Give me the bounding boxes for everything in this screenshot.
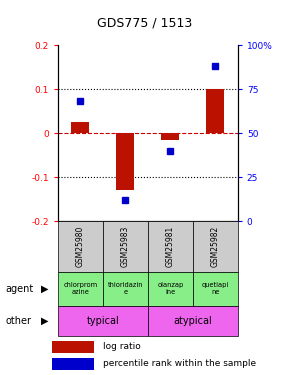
Text: ▶: ▶ xyxy=(41,284,49,294)
Bar xyxy=(193,272,238,306)
Text: other: other xyxy=(6,316,32,326)
Bar xyxy=(52,358,94,370)
Text: chlorprom
azine: chlorprom azine xyxy=(64,282,97,295)
Bar xyxy=(103,221,148,272)
Text: GSM25983: GSM25983 xyxy=(121,226,130,267)
Text: quetiapi
ne: quetiapi ne xyxy=(202,282,229,295)
Text: GDS775 / 1513: GDS775 / 1513 xyxy=(97,17,193,30)
Text: GSM25980: GSM25980 xyxy=(76,226,85,267)
Bar xyxy=(58,221,103,272)
Bar xyxy=(148,221,193,272)
Bar xyxy=(52,341,94,352)
Text: olanzap
ine: olanzap ine xyxy=(157,282,184,295)
Text: GSM25982: GSM25982 xyxy=(211,226,220,267)
Bar xyxy=(103,272,148,306)
Text: typical: typical xyxy=(87,316,119,326)
Text: GSM25981: GSM25981 xyxy=(166,226,175,267)
Text: percentile rank within the sample: percentile rank within the sample xyxy=(103,359,256,368)
Bar xyxy=(206,89,224,133)
Bar xyxy=(148,306,238,336)
Bar xyxy=(116,133,134,190)
Bar xyxy=(161,133,179,140)
Bar xyxy=(193,221,238,272)
Bar xyxy=(71,122,89,133)
Bar xyxy=(58,272,103,306)
Text: log ratio: log ratio xyxy=(103,342,141,351)
Text: agent: agent xyxy=(6,284,34,294)
Bar xyxy=(148,272,193,306)
Text: ▶: ▶ xyxy=(41,316,49,326)
Text: atypical: atypical xyxy=(173,316,212,326)
Bar xyxy=(58,306,148,336)
Text: thioridazin
e: thioridazin e xyxy=(108,282,143,295)
